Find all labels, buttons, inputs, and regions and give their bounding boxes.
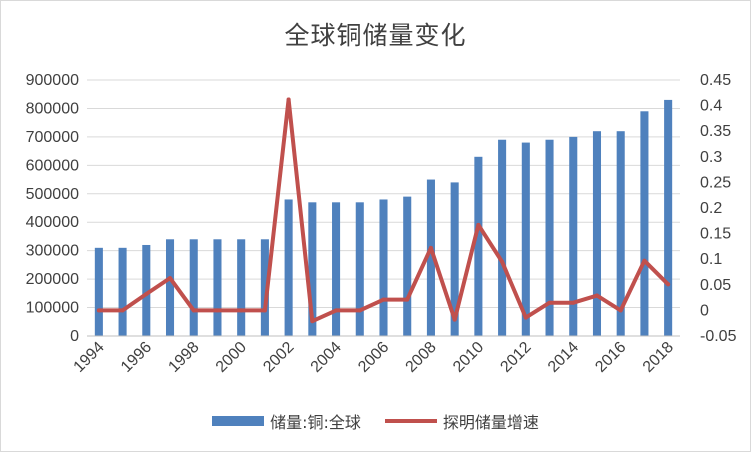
line-point (191, 308, 196, 313)
x-tick-label: 2000 (213, 339, 250, 376)
x-tick-label: 2014 (545, 339, 582, 376)
line-point (500, 259, 505, 264)
line-point (571, 300, 576, 305)
line-point (96, 308, 101, 313)
bar (308, 202, 317, 336)
line-point (286, 97, 291, 102)
bar (237, 239, 246, 336)
bar (118, 247, 127, 336)
y-right-tick-label: 0.1 (700, 251, 722, 268)
bar (189, 239, 198, 336)
y-left-tick-label: 0 (70, 328, 79, 345)
x-tick-label: 2012 (497, 339, 534, 376)
bar (569, 136, 578, 336)
line-point (452, 317, 457, 322)
y-right-tick-label: 0 (700, 302, 709, 319)
bar (498, 139, 507, 336)
line-point (642, 258, 647, 263)
line-point (428, 245, 433, 250)
x-tick-label: 2002 (260, 339, 297, 376)
x-tick-label: 2006 (355, 339, 392, 376)
y-left-tick-label: 100000 (26, 300, 79, 317)
bar (260, 239, 269, 336)
x-tick-label: 2004 (308, 339, 345, 376)
legend-swatch-bar (212, 416, 265, 426)
line-point (168, 276, 173, 281)
bar (592, 131, 602, 336)
y-left-tick-label: 300000 (26, 243, 79, 260)
y-left-tick-label: 900000 (26, 72, 79, 89)
line-point (547, 300, 552, 305)
bar (142, 244, 151, 336)
line-point (334, 308, 339, 313)
line-point (120, 308, 125, 313)
bar (450, 182, 459, 336)
bar (213, 239, 222, 336)
line-point (215, 308, 220, 313)
line-point (594, 293, 599, 298)
bar (426, 179, 435, 336)
x-tick-label: 2010 (450, 339, 487, 376)
y-left-tick-label: 600000 (26, 157, 79, 174)
legend-item-bar: 储量:铜:全球 (212, 409, 361, 433)
line-point (357, 308, 362, 313)
line-point (310, 319, 315, 324)
line-point (405, 297, 410, 302)
line-point (476, 222, 481, 227)
line-point (144, 292, 149, 297)
bar (284, 199, 293, 336)
bar (332, 202, 341, 336)
y-right-tick-label: 0.05 (700, 277, 731, 294)
x-tick-label: 1996 (118, 339, 155, 376)
y-right-tick-label: 0.35 (700, 123, 731, 140)
y-left-tick-label: 700000 (26, 129, 79, 146)
bar (640, 111, 649, 337)
legend-item-line: 探明储量增速 (384, 409, 539, 433)
bar (355, 202, 364, 336)
bar (379, 199, 388, 336)
bar (165, 239, 175, 336)
y-left-tick-label: 800000 (26, 100, 79, 117)
line-point (262, 308, 267, 313)
bar (521, 142, 530, 336)
y-right-tick-label: -0.05 (700, 328, 737, 345)
line-point (239, 308, 244, 313)
legend: 储量:铜:全球 探明储量增速 (0, 409, 751, 433)
x-tick-label: 1998 (165, 339, 202, 376)
y-right-tick-label: 0.2 (700, 200, 722, 217)
line-point (523, 315, 528, 320)
y-left-tick-label: 400000 (26, 214, 79, 231)
line-point (666, 282, 671, 287)
line-point (381, 297, 386, 302)
bar (616, 131, 625, 336)
legend-label-line: 探明储量增速 (442, 413, 539, 432)
legend-label-bar: 储量:铜:全球 (270, 413, 361, 432)
bar (403, 196, 412, 336)
y-right-tick-label: 0.4 (700, 98, 722, 115)
y-right-tick-label: 0.15 (700, 226, 731, 243)
x-tick-label: 2018 (640, 339, 677, 376)
x-tick-label: 2008 (403, 339, 440, 376)
y-right-tick-label: 0.45 (700, 72, 731, 89)
bar (664, 99, 673, 337)
y-left-tick-label: 200000 (26, 271, 79, 288)
bar (94, 247, 103, 336)
y-right-tick-label: 0.25 (700, 174, 731, 191)
y-right-tick-label: 0.3 (700, 149, 722, 166)
y-left-tick-label: 500000 (26, 186, 79, 203)
line-point (618, 308, 623, 313)
bar (474, 156, 483, 336)
bar (545, 139, 554, 336)
x-tick-label: 2016 (592, 339, 629, 376)
legend-swatch-line (384, 419, 437, 423)
chart-title: 全球铜储量变化 (284, 21, 467, 50)
